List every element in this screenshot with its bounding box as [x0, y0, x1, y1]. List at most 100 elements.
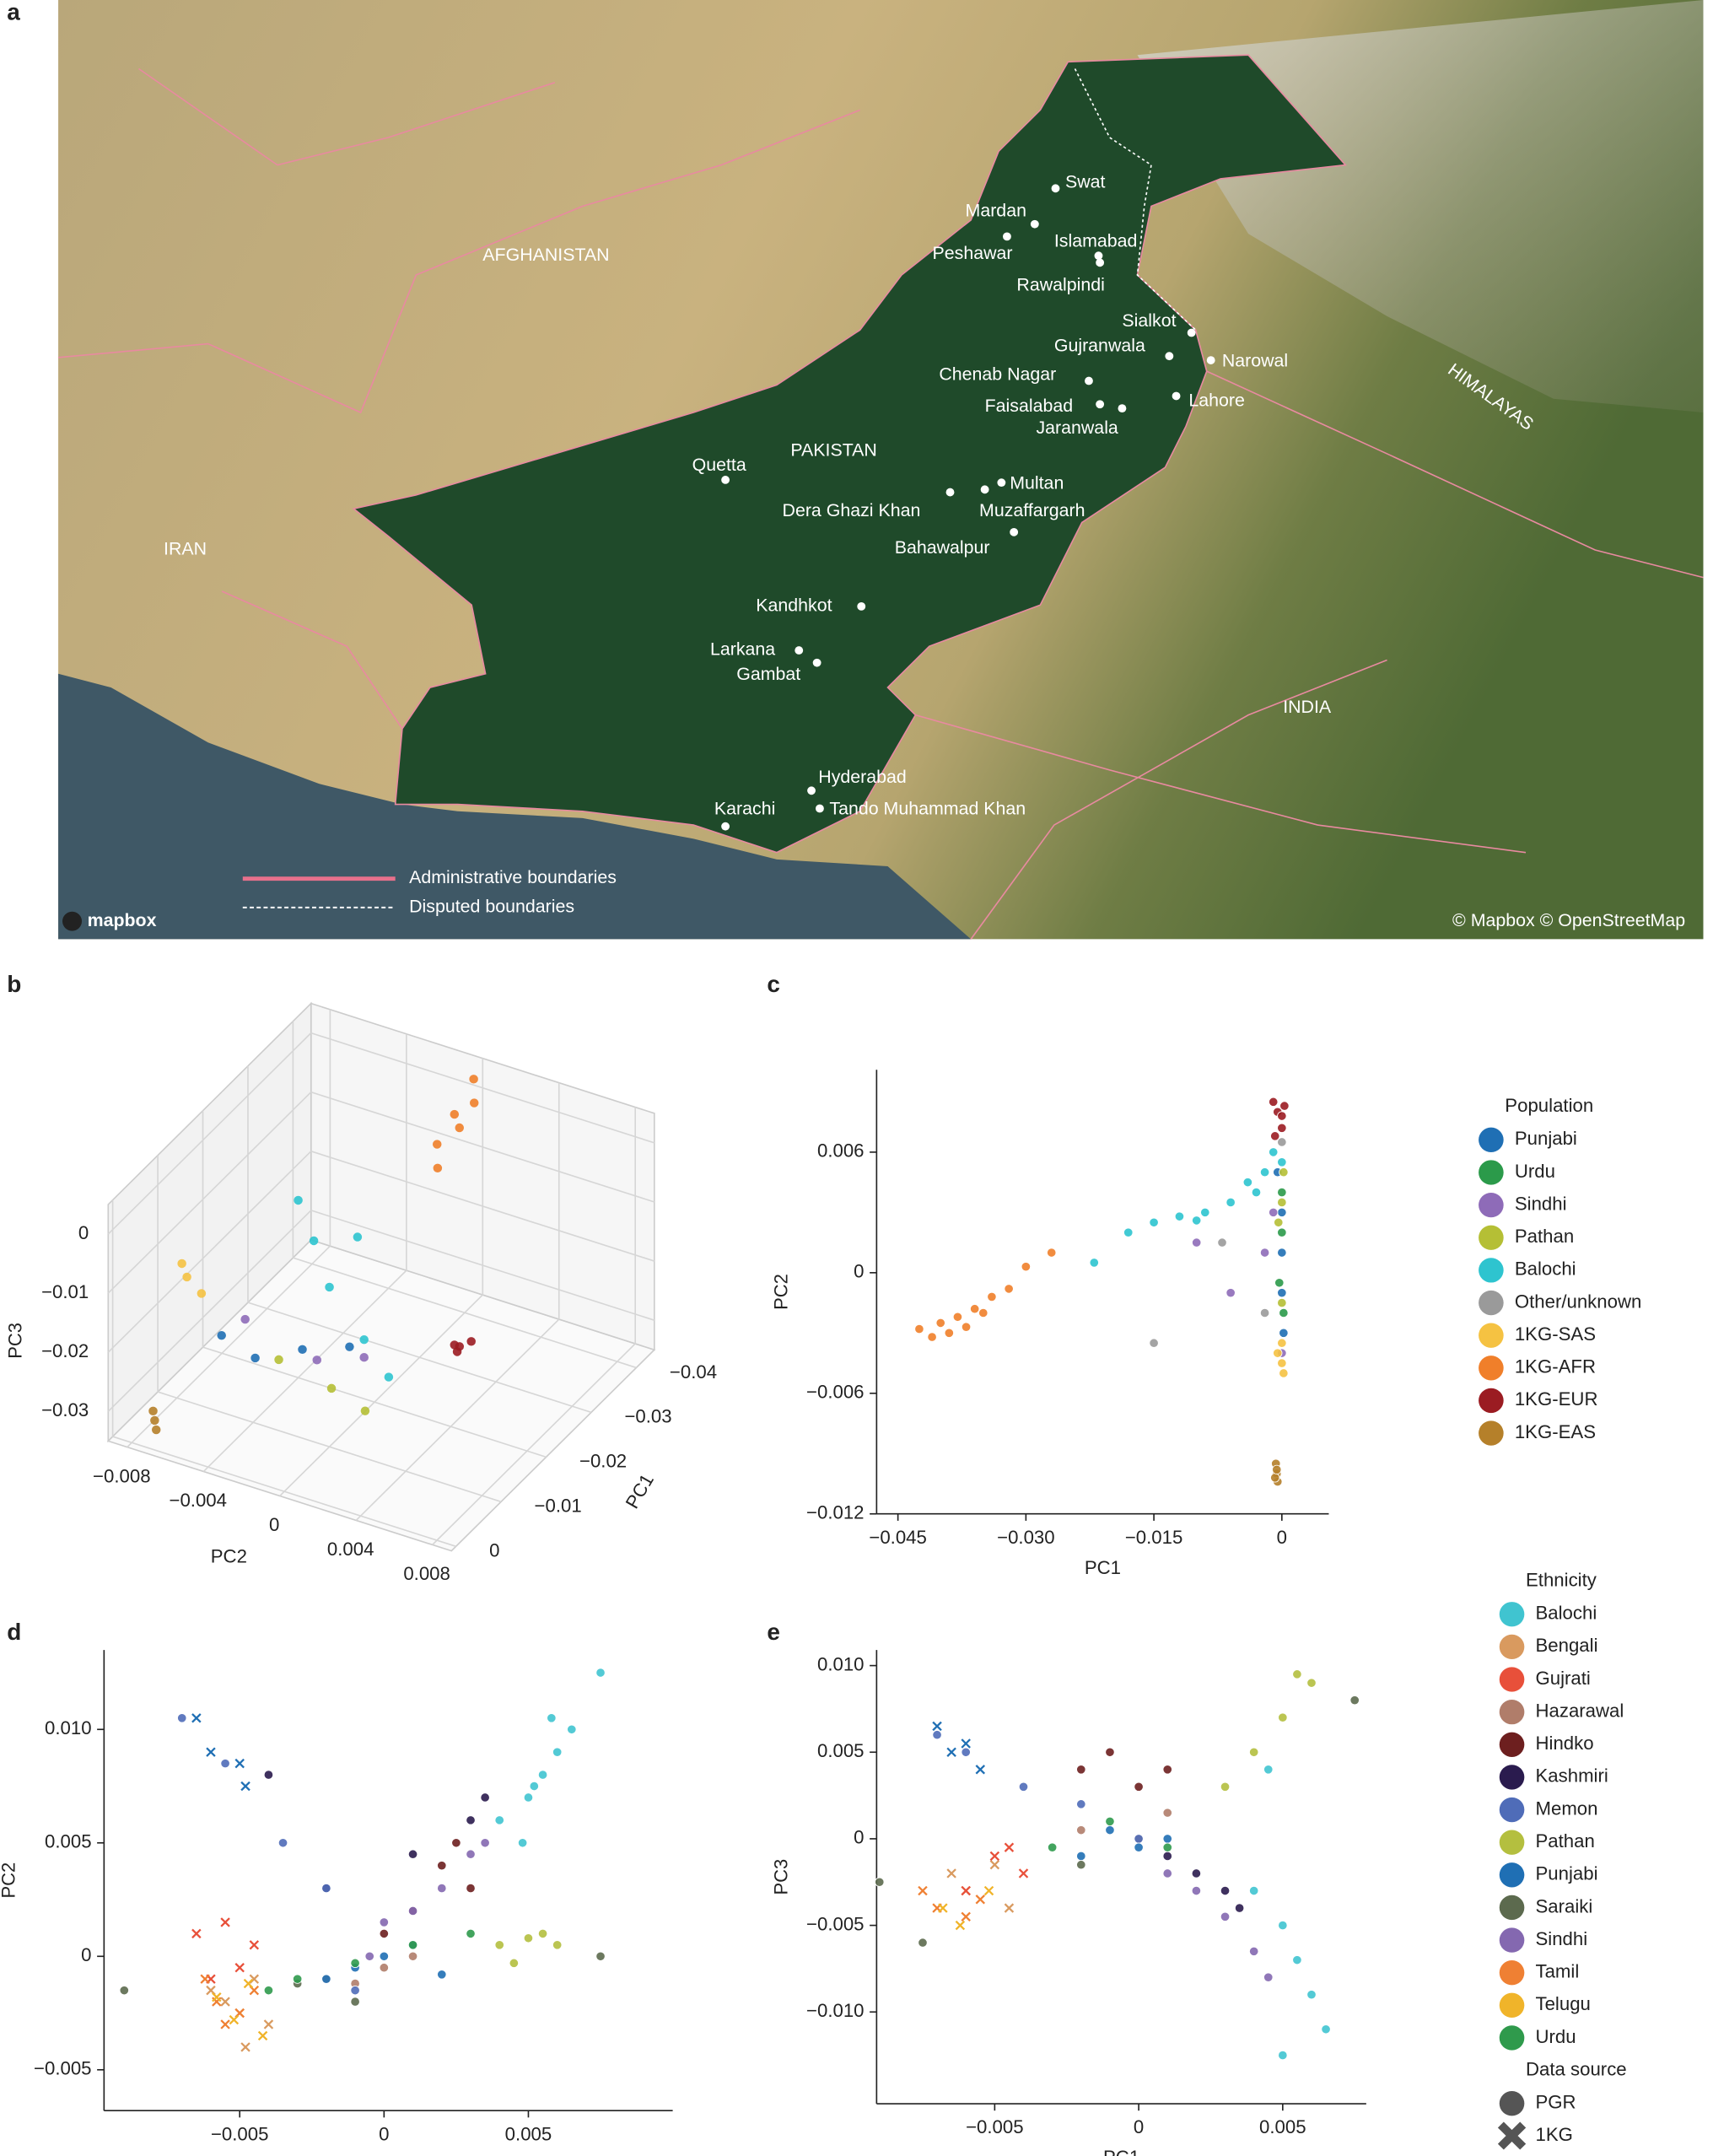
- point: [379, 1963, 390, 1973]
- x-tick-label: −0.03: [624, 1406, 671, 1427]
- z-axis-label: PC3: [5, 1323, 26, 1359]
- x-tick-label: −0.04: [670, 1361, 717, 1383]
- y-axis-label: PC2: [211, 1546, 247, 1567]
- country-label: PAKISTAN: [790, 439, 876, 460]
- point: [1162, 1834, 1172, 1844]
- point: [151, 1425, 161, 1435]
- point: [1277, 1288, 1287, 1298]
- x-tick-label: 0.005: [505, 2123, 552, 2144]
- point: [932, 1721, 942, 1732]
- city-label: Islamabad: [1054, 231, 1138, 251]
- point: [220, 1997, 230, 2007]
- point: [1225, 1197, 1236, 1208]
- x-tick-label: 0: [1277, 1527, 1287, 1548]
- city-label: Quetta: [692, 455, 746, 475]
- point: [1279, 1328, 1289, 1338]
- point: [234, 1758, 245, 1769]
- point: [466, 1928, 476, 1939]
- country-label: INDIA: [1283, 697, 1332, 717]
- point: [1269, 1097, 1279, 1107]
- legend-marker: [1499, 1862, 1525, 1888]
- point: [1277, 1187, 1287, 1198]
- y-tick-label: 0.004: [327, 1539, 374, 1560]
- y-axis-label: PC2: [0, 1862, 19, 1899]
- point: [529, 1781, 539, 1792]
- point: [350, 1958, 360, 1968]
- point: [407, 1940, 418, 1950]
- point: [918, 1885, 928, 1896]
- point: [466, 1815, 476, 1825]
- point: [359, 1352, 369, 1362]
- point: [1279, 1101, 1290, 1111]
- point: [1162, 1868, 1172, 1878]
- point: [938, 1903, 948, 1913]
- legend-label: 1KG: [1535, 2124, 1572, 2145]
- legend-marker: [1479, 1258, 1504, 1283]
- point: [1269, 1207, 1279, 1217]
- point: [312, 1356, 322, 1365]
- point: [509, 1958, 520, 1968]
- point: [1278, 2050, 1288, 2061]
- legend-marker: [1479, 1420, 1504, 1446]
- point: [298, 1345, 307, 1355]
- point: [552, 1940, 563, 1950]
- y-tick-label: −0.004: [170, 1490, 228, 1511]
- point: [432, 1140, 442, 1149]
- legend-label: Hindko: [1535, 1733, 1593, 1754]
- city-dot: [721, 822, 730, 831]
- point: [469, 1075, 478, 1084]
- x-tick-label: −0.015: [1125, 1527, 1183, 1548]
- x-axis-label: PC1: [1103, 2147, 1139, 2156]
- legend-marker: [1479, 1192, 1504, 1218]
- point: [466, 1337, 476, 1346]
- legend-label: Balochi: [1515, 1259, 1576, 1280]
- point: [466, 1883, 476, 1894]
- point: [359, 1334, 369, 1345]
- city-dot: [795, 646, 804, 655]
- city-label: Kandhkot: [756, 596, 832, 616]
- point: [547, 1713, 557, 1723]
- grid-line: [432, 1343, 636, 1545]
- point: [1277, 1137, 1287, 1147]
- city-dot: [1096, 258, 1105, 267]
- point: [1089, 1258, 1099, 1268]
- city-label: Narowal: [1222, 350, 1288, 370]
- point: [1270, 1473, 1280, 1483]
- legend-marker: [1499, 1797, 1525, 1823]
- legend-label: Pathan: [1515, 1226, 1574, 1247]
- x-axis-label: PC1: [1085, 1557, 1121, 1578]
- pane: [107, 1001, 312, 1443]
- country-label: AFGHANISTAN: [482, 245, 609, 265]
- panel-label: e: [767, 1619, 780, 1645]
- point: [1277, 1227, 1287, 1237]
- point: [1225, 1288, 1236, 1298]
- point: [978, 1307, 988, 1318]
- legend-label: PGR: [1535, 2092, 1576, 2113]
- point: [1004, 1284, 1014, 1294]
- point: [1277, 1123, 1287, 1133]
- city-dot: [997, 478, 1006, 488]
- point: [537, 1928, 548, 1939]
- map-legend-text: Disputed boundaries: [409, 897, 574, 917]
- legend-marker: [1499, 1830, 1525, 1855]
- grid-line: [107, 1210, 312, 1412]
- point: [1278, 1920, 1288, 1931]
- city-dot: [1118, 404, 1127, 413]
- legend-label: 1KG-EUR: [1515, 1388, 1598, 1409]
- legend-marker: [1479, 1127, 1504, 1153]
- point: [989, 1851, 1000, 1862]
- city-dot: [1010, 527, 1019, 536]
- point: [1277, 1248, 1287, 1258]
- legend-marker: [1499, 1895, 1525, 1921]
- point: [1277, 1111, 1287, 1121]
- city-dot: [1165, 352, 1174, 361]
- point: [191, 1713, 202, 1723]
- point: [263, 1986, 274, 1996]
- point: [1263, 1765, 1274, 1775]
- point: [946, 1747, 956, 1757]
- point: [345, 1342, 354, 1351]
- point: [292, 1974, 303, 1984]
- point: [1220, 1911, 1231, 1922]
- point: [437, 1861, 447, 1871]
